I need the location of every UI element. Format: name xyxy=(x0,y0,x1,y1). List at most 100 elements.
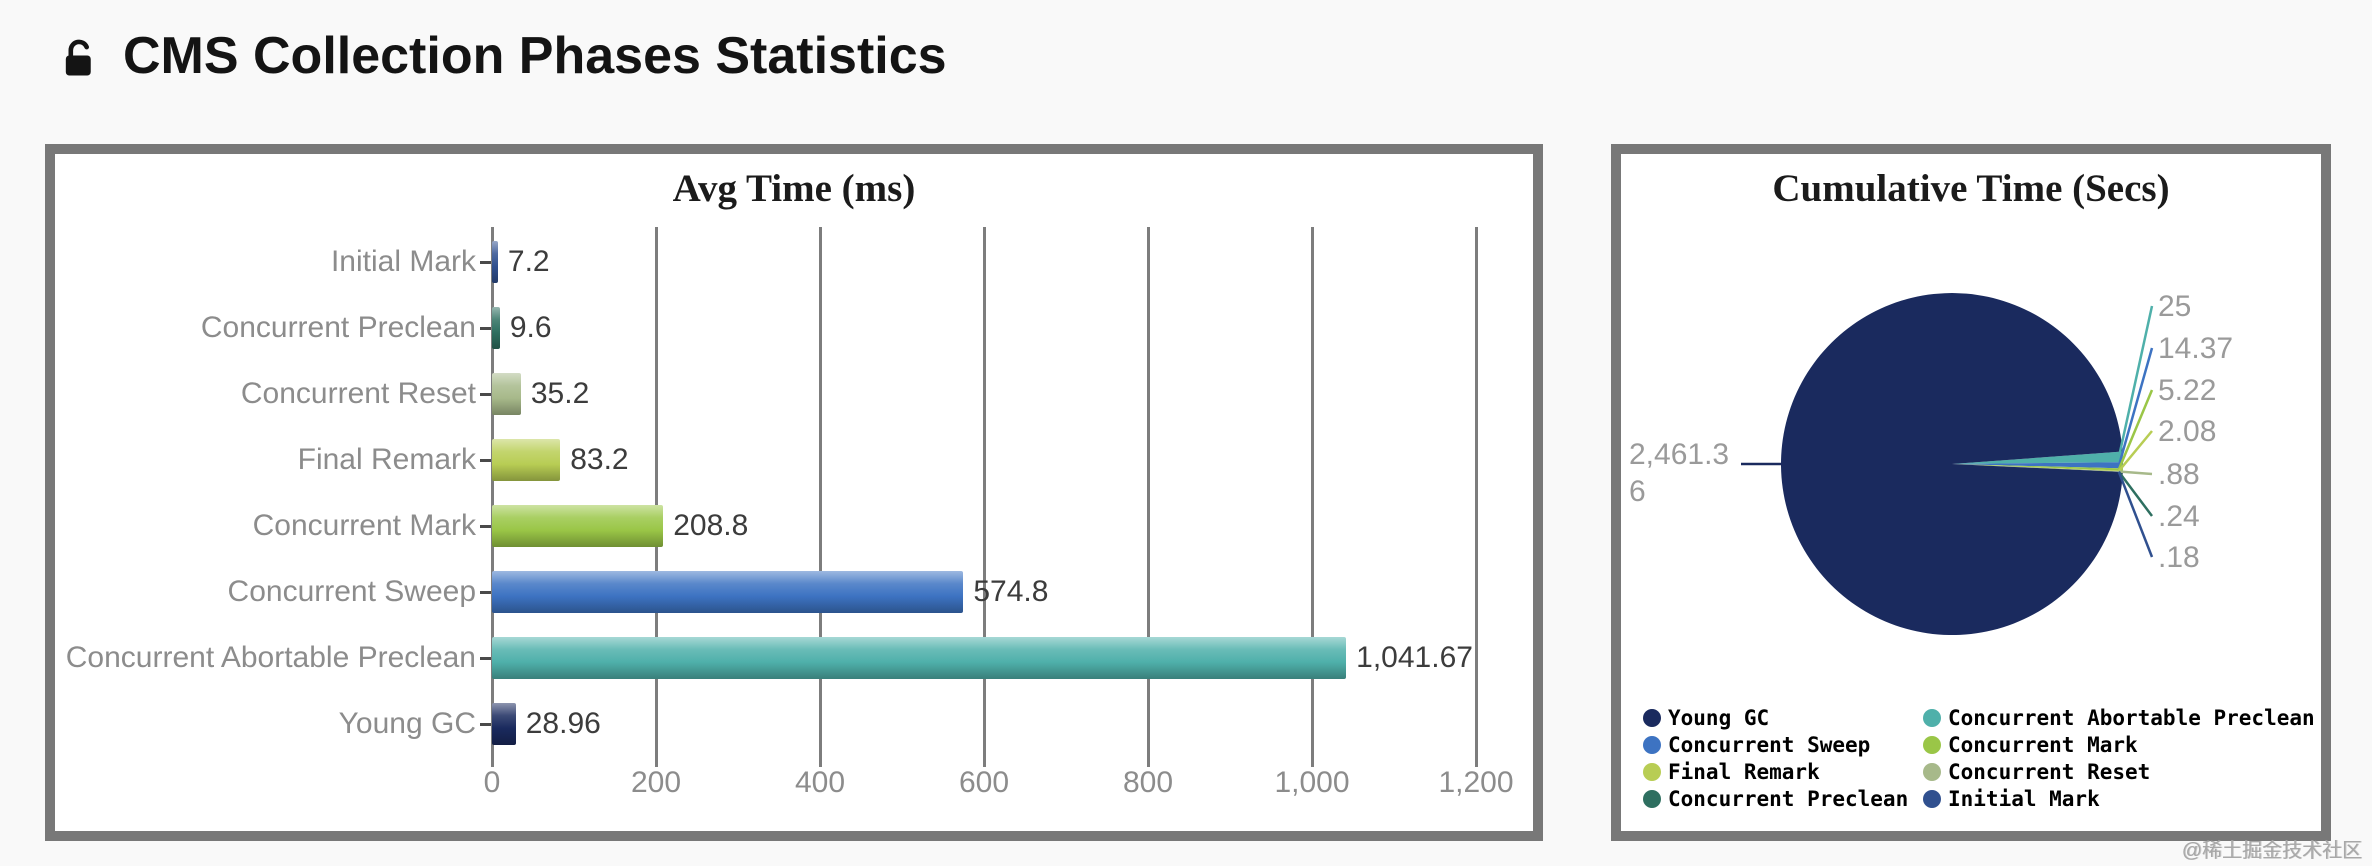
bar xyxy=(492,373,521,415)
category-label: Concurrent Reset xyxy=(240,377,476,410)
legend-swatch xyxy=(1643,763,1661,781)
legend-swatch xyxy=(1923,763,1941,781)
pie-slice xyxy=(1952,451,2123,464)
bar-value-label: 7.2 xyxy=(507,245,550,278)
category-label: Concurrent Sweep xyxy=(227,575,476,608)
bar xyxy=(492,307,500,349)
legend-item: Young GC xyxy=(1643,706,1921,730)
category-tick xyxy=(480,458,492,462)
watermark: @稀土掘金技术社区 xyxy=(2181,840,2362,862)
pie-slice xyxy=(1952,462,2123,469)
legend-item: Concurrent Abortable Preclean xyxy=(1923,706,2315,730)
legend-swatch xyxy=(1643,736,1661,754)
pie-slice xyxy=(1952,464,2123,473)
legend-swatch xyxy=(1923,736,1941,754)
x-tick-label: 1,200 xyxy=(1438,766,1514,799)
pie-svg: 25 14.37 5.22 2.08 .88 .24 .18 xyxy=(1741,290,2233,636)
unlock-icon xyxy=(57,36,103,82)
pie-leader-line xyxy=(2117,347,2154,466)
bar-value-label: 9.6 xyxy=(509,311,552,344)
legend-swatch xyxy=(1923,709,1941,727)
legend-label: Final Remark xyxy=(1668,760,1820,784)
bar-chart-title: Avg Time (ms) xyxy=(672,167,916,210)
bar xyxy=(492,505,664,547)
pie-slice xyxy=(1780,293,2123,636)
legend-label: Concurrent Mark xyxy=(1948,733,2138,757)
category-label: Concurrent Abortable Preclean xyxy=(65,641,476,674)
x-tick-label: 0 xyxy=(483,766,501,799)
category-label: Initial Mark xyxy=(330,245,476,278)
bar xyxy=(492,703,516,745)
gridline xyxy=(1310,227,1314,767)
pie-slice-value: 2.08 xyxy=(2158,415,2216,448)
bar xyxy=(492,439,561,481)
category-label: Concurrent Mark xyxy=(252,509,476,542)
bar-value-label: 28.96 xyxy=(525,707,601,740)
legend-item: Concurrent Sweep xyxy=(1643,733,1921,757)
legend-label: Concurrent Reset xyxy=(1948,760,2151,784)
legend-label: Concurrent Abortable Preclean xyxy=(1948,706,2315,730)
gridline xyxy=(982,227,986,767)
x-tick-label: 800 xyxy=(1122,766,1174,799)
bar-value-label: 35.2 xyxy=(530,377,590,410)
bar-value-label: 208.8 xyxy=(673,509,749,542)
x-tick-label: 400 xyxy=(794,766,846,799)
pie-slice-value: .88 xyxy=(2158,458,2200,491)
pie-slice-value: 25 xyxy=(2158,290,2191,323)
pie-chart-panel: Cumulative Time (Secs) 25 14.37 5.22 2.08 .8… xyxy=(1611,144,2331,841)
category-label: Young GC xyxy=(338,707,476,740)
legend-item: Concurrent Mark xyxy=(1923,733,2315,757)
pie-leader-line xyxy=(2117,471,2154,558)
pie-slice xyxy=(1952,464,2123,471)
gridline xyxy=(818,227,822,767)
category-label: Final Remark xyxy=(297,443,476,476)
bar xyxy=(492,241,498,283)
pie-leader-line xyxy=(2118,470,2153,476)
pie-slice xyxy=(1952,464,2123,472)
category-tick xyxy=(480,656,492,660)
gridline xyxy=(1474,227,1478,767)
header: CMS Collection Phases Statistics xyxy=(57,26,947,86)
legend-item: Final Remark xyxy=(1643,760,1921,784)
bar-value-label: 83.2 xyxy=(570,443,629,476)
category-tick xyxy=(480,326,492,330)
x-tick-label: 1,000 xyxy=(1274,766,1350,799)
bar-value-label: 1,041.67 xyxy=(1356,641,1473,674)
legend-label: Concurrent Sweep xyxy=(1668,733,1871,757)
x-tick-label: 200 xyxy=(630,766,682,799)
category-tick xyxy=(480,392,492,396)
pie-slice xyxy=(1952,464,2123,472)
legend-label: Young GC xyxy=(1668,706,1770,730)
legend-swatch xyxy=(1923,790,1941,808)
pie-leader-line xyxy=(2117,305,2154,458)
legend-swatch xyxy=(1643,709,1661,727)
x-tick-label: 600 xyxy=(958,766,1010,799)
category-tick xyxy=(480,524,492,528)
gridline xyxy=(1146,227,1150,767)
category-tick xyxy=(480,260,492,264)
pie-legend: Young GC Concurrent Abortable Preclean Con… xyxy=(1643,706,2315,811)
category-label: Concurrent Preclean xyxy=(200,311,476,344)
pie-slice-value: .24 xyxy=(2158,500,2200,533)
pie-leader-line xyxy=(2117,389,2154,470)
pie-slice-value: .18 xyxy=(2158,541,2200,574)
pie-slice-value: 5.22 xyxy=(2158,374,2216,407)
category-tick xyxy=(480,590,492,594)
page-title: CMS Collection Phases Statistics xyxy=(123,27,947,85)
bar-plot: 7.2 9.6 35.2 83.2 208.8 574.8 1,041.67 28.96 xyxy=(490,227,1478,767)
legend-item: Concurrent Preclean xyxy=(1643,787,1921,811)
gridline xyxy=(490,227,494,767)
pie-young-gc-value: 2,461.36 xyxy=(1629,438,1730,508)
gridline xyxy=(654,227,658,767)
legend-label: Concurrent Preclean xyxy=(1668,787,1909,811)
legend-item: Initial Mark xyxy=(1923,787,2315,811)
category-tick xyxy=(480,722,492,726)
legend-item: Concurrent Reset xyxy=(1923,760,2315,784)
pie-leader-line xyxy=(2117,470,2154,517)
bar-value-label: 574.8 xyxy=(973,575,1049,608)
pie-slice-value: 14.37 xyxy=(2158,332,2233,365)
bar xyxy=(492,637,1347,679)
legend-swatch xyxy=(1643,790,1661,808)
bar xyxy=(492,571,964,613)
pie-leader-line xyxy=(2117,430,2153,472)
